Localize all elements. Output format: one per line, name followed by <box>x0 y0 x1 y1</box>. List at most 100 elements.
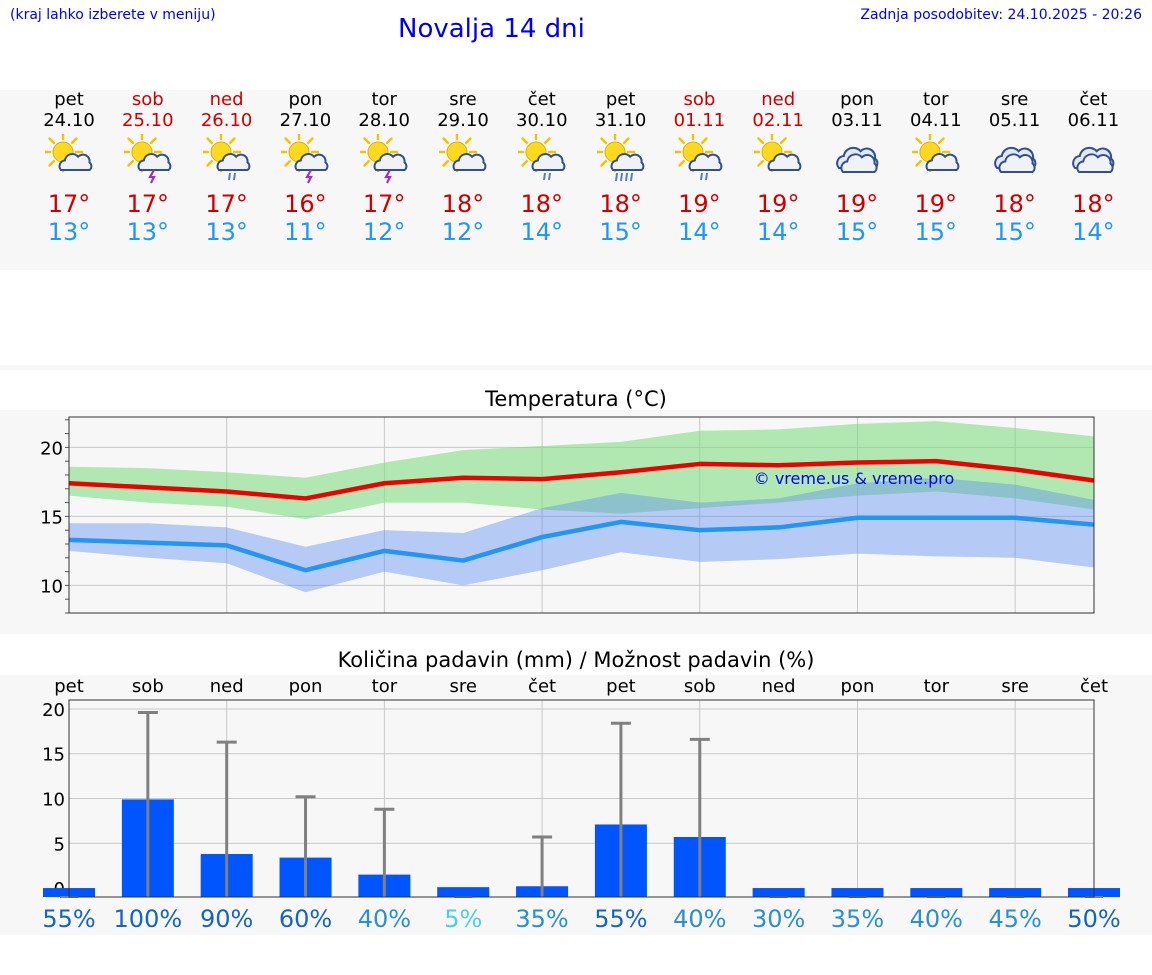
watermark: © vreme.us & vreme.pro <box>754 469 955 488</box>
max-temp: 18° <box>599 190 642 218</box>
min-temp-point <box>305 569 307 571</box>
y-tick-label: 20 <box>42 700 65 721</box>
weather-icon-slot <box>515 131 566 184</box>
plot-frame <box>68 416 1095 614</box>
min-temp-point <box>462 560 464 562</box>
day-name: pet <box>605 89 636 110</box>
day-date: 04.11 <box>910 110 962 131</box>
min-temp: 14° <box>1072 218 1115 246</box>
y-tick-label: 5 <box>54 834 65 855</box>
x-category-label: čet <box>528 676 556 697</box>
day-column: tor 04.11 19° 15° <box>897 90 975 246</box>
sun-cloud-icon <box>909 131 960 173</box>
min-temp-point <box>1014 517 1016 519</box>
max-temp-point <box>778 464 780 466</box>
precip-probability-label: 55% <box>42 905 95 933</box>
weather-icon-slot <box>357 131 408 184</box>
min-temp-line <box>68 515 1095 573</box>
day-date: 06.11 <box>1067 110 1120 131</box>
precip-probability-label: 40% <box>358 905 411 933</box>
max-temp: 19° <box>756 190 800 218</box>
max-temp: 18° <box>520 190 564 218</box>
min-temp-point <box>620 521 622 523</box>
min-temp-point <box>856 517 858 519</box>
precip-probability-label: 45% <box>988 905 1041 933</box>
temperature-chart: 10 15 20 © vreme.us & vreme.pro <box>40 416 1095 614</box>
max-temp-point <box>383 482 385 484</box>
max-temp: 17° <box>362 190 406 218</box>
min-temp-point <box>541 536 543 538</box>
min-temp: 12° <box>362 218 406 246</box>
day-column: sre 29.10 18° 12° <box>424 90 502 246</box>
sun-cloud-storm-icon <box>279 131 329 184</box>
day-name: ned <box>761 89 796 110</box>
max-temp-point <box>462 477 464 479</box>
day-column: ned 26.10 17° 13° <box>188 90 266 246</box>
day-date: 05.11 <box>988 110 1041 131</box>
day-name: pet <box>54 89 84 110</box>
cloud-icon <box>993 146 1036 173</box>
day-column: čet 30.10 18° 14° <box>503 90 581 246</box>
weather-icon-slot <box>200 131 251 184</box>
weather-icon-slot <box>436 131 487 184</box>
x-category-label: sre <box>1001 676 1028 697</box>
last-update: Zadnja posodobitev: 24.10.2025 - 20:26 <box>860 7 1142 23</box>
x-category-label: pet <box>606 676 636 697</box>
day-name: sre <box>1000 89 1029 110</box>
min-temp: 15° <box>599 218 642 246</box>
max-temp-point <box>856 462 858 464</box>
precip-probability-label: 5% <box>444 905 482 933</box>
precip-bar <box>910 888 963 897</box>
precip-probability-label: 30% <box>752 905 805 933</box>
day-name: ned <box>209 89 244 110</box>
weather-icon-slot <box>991 134 1039 184</box>
day-name: čet <box>527 89 556 110</box>
min-temp: 12° <box>441 218 485 246</box>
x-category-label: ned <box>762 676 796 697</box>
cloud-icon <box>836 146 879 173</box>
day-date: 30.10 <box>516 110 568 131</box>
x-category-label: sob <box>684 676 716 697</box>
max-temp-point <box>226 491 228 493</box>
precip-probability-label: 90% <box>200 905 253 933</box>
min-temp: 15° <box>914 218 958 246</box>
y-tick-label: 15 <box>42 745 65 766</box>
day-column: pon 03.11 19° 15° <box>818 90 896 247</box>
min-temp: 14° <box>756 218 800 246</box>
min-temp: 13° <box>126 218 170 246</box>
day-column: sob 01.11 19° 14° <box>660 90 738 246</box>
page-title: Novalja 14 dni <box>398 14 585 44</box>
max-temp-point <box>935 460 937 462</box>
sun-cloud-rain-icon <box>515 131 566 181</box>
max-temp-line <box>68 458 1095 501</box>
min-temp-point <box>778 526 780 528</box>
day-name: sre <box>449 89 477 110</box>
max-temp: 16° <box>284 190 327 218</box>
min-temp-point <box>147 542 149 544</box>
min-temp: 14° <box>520 218 564 246</box>
day-date: 01.11 <box>673 110 726 131</box>
plot-frame <box>68 699 1095 898</box>
sun-cloud-icon <box>42 131 93 173</box>
precip-probability-label: 100% <box>114 905 183 933</box>
weather-icon-slot <box>1069 134 1117 184</box>
min-temp: 15° <box>835 218 879 246</box>
sun-cloud-rain-icon <box>673 131 723 181</box>
day-date: 29.10 <box>437 110 489 131</box>
max-temp: 17° <box>126 190 170 218</box>
max-temp: 17° <box>47 190 91 218</box>
precip-probability-label: 40% <box>910 905 963 933</box>
day-name: sob <box>131 89 164 110</box>
max-temp-point <box>147 486 149 488</box>
x-category-label: pet <box>54 676 84 697</box>
y-tick-label: 20 <box>40 438 63 459</box>
weather-icon-slot <box>909 131 960 184</box>
sun-cloud-heavy-rain-icon <box>594 131 644 182</box>
x-category-label: čet <box>1080 676 1108 697</box>
precipitation-chart: 05101520petsobnedpontorsrečetpetsobnedpo… <box>42 676 1121 933</box>
max-temp: 19° <box>835 190 879 218</box>
location-hint[interactable]: (kraj lahko izberete v meniju) <box>10 7 216 23</box>
precip-probability-label: 55% <box>594 905 647 933</box>
precip-probability-label: 35% <box>515 905 568 933</box>
day-column: čet 06.11 18° 14° <box>1054 90 1132 247</box>
